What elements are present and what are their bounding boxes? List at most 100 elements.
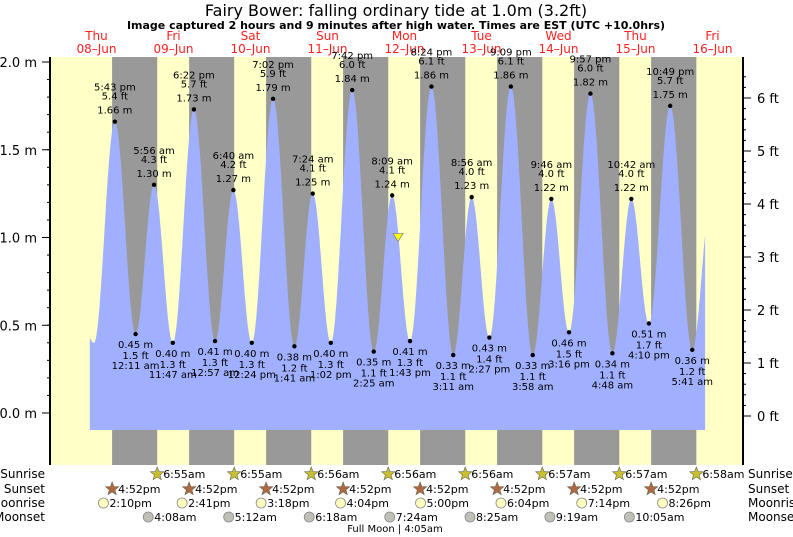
day-label: Fri	[166, 29, 180, 43]
tide-point	[451, 352, 456, 358]
right-tick-label: 6 ft	[757, 92, 779, 107]
moonrise-icon	[415, 497, 426, 509]
tide-height-ft: 5.9 ft	[260, 69, 286, 80]
tide-height-ft: 1.3 ft	[239, 360, 265, 371]
tide-height-m: 0.33 m	[436, 361, 471, 372]
date-label: 15–Jun	[615, 42, 655, 56]
tide-height-ft: 1.4 ft	[476, 355, 502, 366]
high-tide-mark: 6:40 am4.2 ft 1.27 m	[213, 151, 254, 193]
high-tide-mark: 7:24 am4.1 ft 1.25 m	[292, 155, 333, 196]
tide-point	[389, 193, 395, 198]
moonrise-icon	[576, 497, 588, 509]
tide-height-m: 0.40 m	[155, 349, 190, 360]
tide-height-ft: 4.0 ft	[538, 169, 564, 180]
tide-height-m: 1.73 m	[176, 93, 211, 104]
moonrise-time: 6:04pm	[507, 497, 549, 510]
right-tick-label: 4 ft	[757, 198, 779, 213]
current-tide-marker	[392, 233, 404, 243]
tide-time: 11:47 am	[149, 370, 197, 381]
sunrise-icon	[688, 466, 704, 481]
tide-time: 3:11 am	[432, 382, 474, 393]
left-tick-label: 0.5 m	[0, 319, 37, 334]
tide-point	[249, 340, 254, 345]
date-label: 12–Jun	[384, 42, 424, 56]
moonrise-label-left: Moonrise	[0, 496, 45, 510]
tide-height-m: 1.30 m	[136, 169, 171, 180]
tide-height-m: 1.66 m	[97, 106, 132, 117]
high-tide-mark: 8:09 am4.1 ft 1.24 m	[371, 156, 413, 198]
moonset-icon	[223, 511, 235, 523]
tide-time: 3:58 am	[512, 382, 554, 393]
tide-time: 4:48 am	[592, 380, 634, 391]
moonset-label-left: Moonset	[0, 510, 45, 524]
day-label: Sun	[316, 29, 339, 43]
low-tide-mark: 0.33 m1.1 ft3:58 am	[512, 352, 554, 393]
tide-height-ft: 4.3 ft	[141, 155, 167, 166]
sunrise-icon	[303, 466, 319, 481]
low-tide-mark: 0.40 m1.3 ft1:02 pm	[310, 340, 352, 381]
right-tick-label: 3 ft	[757, 251, 779, 266]
low-tide-mark: 0.38 m1.2 ft1:41 am	[274, 344, 315, 384]
high-tide-mark: 9:57 pm6.0 ft 1.82 m	[570, 55, 611, 96]
tide-point	[566, 330, 572, 335]
tide-height-m: 0.46 m	[551, 338, 586, 349]
tide-point	[112, 119, 118, 124]
tide-point	[690, 347, 695, 353]
right-tick-label: 0 ft	[757, 410, 779, 425]
tide-height-ft: 4.0 ft	[458, 167, 484, 178]
tide-time: 6:22 pm	[173, 70, 215, 81]
tide-time: 8:24 pm	[411, 48, 453, 59]
sunset-time: 4:52pm	[580, 483, 622, 496]
moonset-icon	[623, 511, 635, 523]
moonrise-time: 2:10pm	[109, 497, 151, 510]
tide-height-m: 1.84 m	[335, 74, 370, 85]
sunrise-icon	[611, 466, 627, 481]
tide-height-m: 0.40 m	[313, 349, 348, 360]
tide-height-m: 0.45 m	[118, 340, 153, 351]
chart-subtitle: Image captured 2 hours and 9 minutes aft…	[127, 19, 665, 32]
tide-height-ft: 1.3 ft	[318, 360, 344, 371]
tide-height-m: 0.33 m	[515, 361, 550, 372]
tide-height-m: 1.22 m	[614, 183, 649, 194]
tide-height-m: 0.38 m	[277, 352, 312, 363]
sunset-time: 4:52pm	[118, 483, 160, 496]
sunrise-time: 6:58am	[702, 468, 744, 481]
right-tick-label: 5 ft	[757, 145, 779, 160]
sunrise-time: 6:57am	[548, 468, 590, 481]
high-tide-mark: 5:56 am4.3 ft 1.30 m	[133, 146, 175, 188]
tide-time: 7:42 pm	[331, 51, 373, 62]
tide-point	[469, 194, 474, 200]
sunset-time: 4:52pm	[272, 483, 314, 496]
tide-point	[212, 338, 218, 344]
tide-point	[508, 84, 514, 89]
sunrise-label-left: Sunrise	[0, 467, 45, 481]
low-tide-mark: 0.33 m1.1 ft3:11 am	[432, 352, 474, 393]
tide-time: 5:56 am	[133, 146, 175, 157]
sunrise-icon	[534, 466, 550, 481]
tide-point	[407, 338, 413, 344]
sunset-label-right: Sunset	[748, 482, 789, 496]
low-tide-mark: 0.41 m1.3 ft1:43 pm	[389, 338, 431, 379]
day-label: Wed	[545, 29, 571, 43]
tide-height-ft: 1.5 ft	[556, 349, 582, 360]
tide-time: 5:43 pm	[94, 83, 136, 94]
sunset-icon	[335, 481, 351, 496]
tide-height-ft: 4.1 ft	[300, 164, 326, 175]
tide-height-m: 0.36 m	[675, 356, 710, 367]
day-label: Fri	[705, 29, 719, 43]
tide-height-ft: 5.4 ft	[102, 92, 128, 103]
moonrise-label-right: Moonrise	[748, 496, 793, 510]
sunset-icon	[489, 481, 505, 496]
moonrise-time: 2:41pm	[188, 497, 230, 510]
tide-height-ft: 1.1 ft	[440, 372, 466, 383]
sunrise-time: 6:57am	[625, 468, 667, 481]
tide-height-m: 1.27 m	[216, 174, 251, 185]
tide-height-m: 0.35 m	[356, 358, 391, 369]
tide-point	[151, 182, 157, 188]
left-tick-label: 0.0 m	[0, 407, 37, 422]
tide-time: 9:46 am	[531, 160, 573, 171]
